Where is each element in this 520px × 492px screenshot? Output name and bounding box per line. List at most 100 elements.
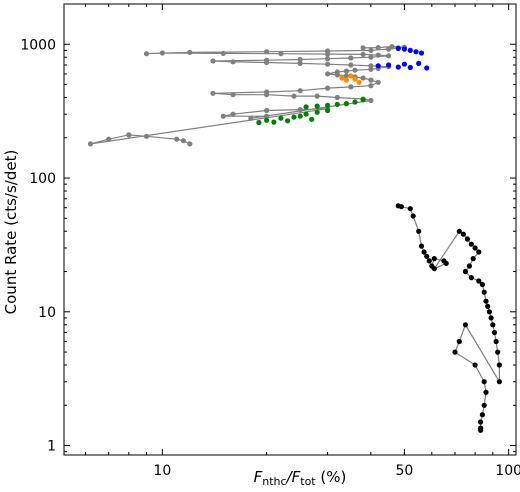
- data-point-s4-36: [496, 379, 502, 385]
- data-point-s3-7: [264, 117, 270, 123]
- data-point-s4-19: [476, 249, 482, 255]
- data-point-s4-14: [456, 228, 462, 234]
- data-point-s0-1: [180, 138, 186, 144]
- data-point-s1-2: [407, 47, 413, 54]
- plot-area: [63, 3, 517, 456]
- data-point-s4-45: [478, 419, 484, 425]
- data-point-s4-23: [468, 275, 474, 281]
- series-1: [375, 45, 430, 71]
- data-point-s0-21: [210, 90, 216, 96]
- x-axis-label-unit: (%): [316, 468, 347, 486]
- data-point-s4-13: [431, 266, 437, 272]
- data-point-s0-27: [375, 79, 381, 85]
- y-tick-label-1: 1: [47, 439, 56, 455]
- data-point-s0-63: [368, 47, 374, 54]
- data-point-s4-16: [464, 236, 470, 242]
- data-point-s0-35: [343, 68, 349, 74]
- data-point-s0-28: [368, 77, 374, 83]
- data-point-s0-43: [297, 60, 303, 66]
- data-point-s0-59: [143, 51, 150, 57]
- data-point-s1-1: [401, 46, 407, 52]
- x-axis-label: Fnthc/Ftot (%): [254, 468, 347, 488]
- data-point-s0-20: [230, 92, 236, 98]
- data-point-s1-0: [395, 45, 401, 52]
- data-point-s0-50: [348, 55, 354, 61]
- data-point-s4-25: [479, 281, 485, 288]
- data-point-s0-53: [375, 52, 381, 58]
- data-point-s4-27: [483, 298, 489, 304]
- data-point-s4-32: [491, 329, 498, 336]
- data-point-s2-0: [339, 75, 345, 81]
- data-point-s4-24: [476, 278, 482, 284]
- data-point-s3-8: [278, 115, 284, 121]
- data-point-s0-26: [368, 83, 374, 89]
- data-point-s0-16: [334, 94, 340, 101]
- data-point-s1-4: [418, 50, 425, 56]
- data-point-s0-40: [368, 63, 374, 69]
- axes-layer: 10 50 100 1 10 100 1000: [20, 4, 520, 479]
- data-point-s0-54: [360, 51, 366, 58]
- data-point-s4-41: [481, 379, 487, 385]
- x-axis-label-main: F: [254, 468, 263, 486]
- data-point-s3-0: [303, 104, 309, 110]
- series-3: [256, 97, 366, 126]
- data-point-s3-16: [285, 118, 291, 124]
- data-point-s4-31: [490, 322, 496, 328]
- data-layer: [87, 44, 502, 433]
- data-point-s0-24: [325, 85, 331, 91]
- data-point-s0-57: [220, 50, 226, 57]
- data-point-s1-3: [413, 49, 419, 55]
- data-point-s4-5: [418, 243, 425, 249]
- data-point-s0-8: [297, 107, 303, 113]
- data-point-s4-28: [485, 303, 491, 309]
- x-axis-label-slash: /F: [285, 468, 301, 486]
- series-0: [87, 44, 407, 147]
- data-point-s3-3: [334, 101, 340, 107]
- data-point-s0-47: [264, 57, 270, 63]
- data-point-s0-11: [220, 113, 226, 119]
- data-point-s0-62: [325, 48, 331, 54]
- data-point-s0-2: [174, 136, 180, 142]
- data-point-s4-30: [488, 315, 494, 321]
- data-point-s4-39: [452, 349, 458, 355]
- data-point-s3-13: [325, 107, 331, 114]
- data-point-s0-12: [264, 113, 270, 119]
- data-point-s0-0: [187, 141, 193, 147]
- data-point-s0-52: [386, 53, 392, 59]
- data-point-s0-33: [325, 71, 331, 77]
- data-point-s4-33: [493, 338, 499, 345]
- data-point-s3-6: [360, 97, 366, 103]
- data-point-s0-45: [230, 59, 236, 65]
- y-tick-label-10: 10: [38, 305, 56, 321]
- data-point-s1-11: [424, 65, 430, 71]
- data-point-s1-7: [386, 62, 392, 68]
- data-point-s2-3: [352, 76, 358, 82]
- data-point-s4-22: [462, 268, 468, 275]
- data-point-s0-68: [375, 45, 381, 51]
- data-point-s0-14: [368, 97, 374, 104]
- data-point-s1-5: [416, 60, 422, 66]
- data-point-s3-5: [352, 99, 358, 105]
- data-point-s0-29: [360, 75, 366, 81]
- x-tick-label-10: 10: [153, 463, 171, 479]
- data-point-s4-20: [470, 256, 476, 262]
- data-point-s0-13: [248, 115, 254, 121]
- data-point-s3-17: [309, 116, 315, 122]
- data-point-s0-31: [343, 73, 349, 79]
- data-point-s0-49: [325, 56, 331, 62]
- data-point-s4-26: [481, 289, 487, 295]
- data-point-s4-15: [460, 231, 466, 237]
- data-point-s0-10: [230, 111, 236, 117]
- series-4: [395, 203, 502, 433]
- data-point-s0-23: [297, 88, 303, 94]
- data-point-s4-37: [462, 322, 468, 328]
- data-point-s0-6: [87, 141, 94, 147]
- data-point-s0-58: [159, 50, 165, 56]
- data-point-s0-60: [187, 49, 193, 56]
- data-point-s0-69: [360, 45, 366, 51]
- data-point-s0-25: [348, 84, 354, 90]
- data-point-s1-6: [401, 61, 407, 67]
- data-point-s4-18: [472, 245, 478, 251]
- data-point-s1-8: [375, 63, 381, 69]
- data-point-s4-40: [472, 362, 478, 368]
